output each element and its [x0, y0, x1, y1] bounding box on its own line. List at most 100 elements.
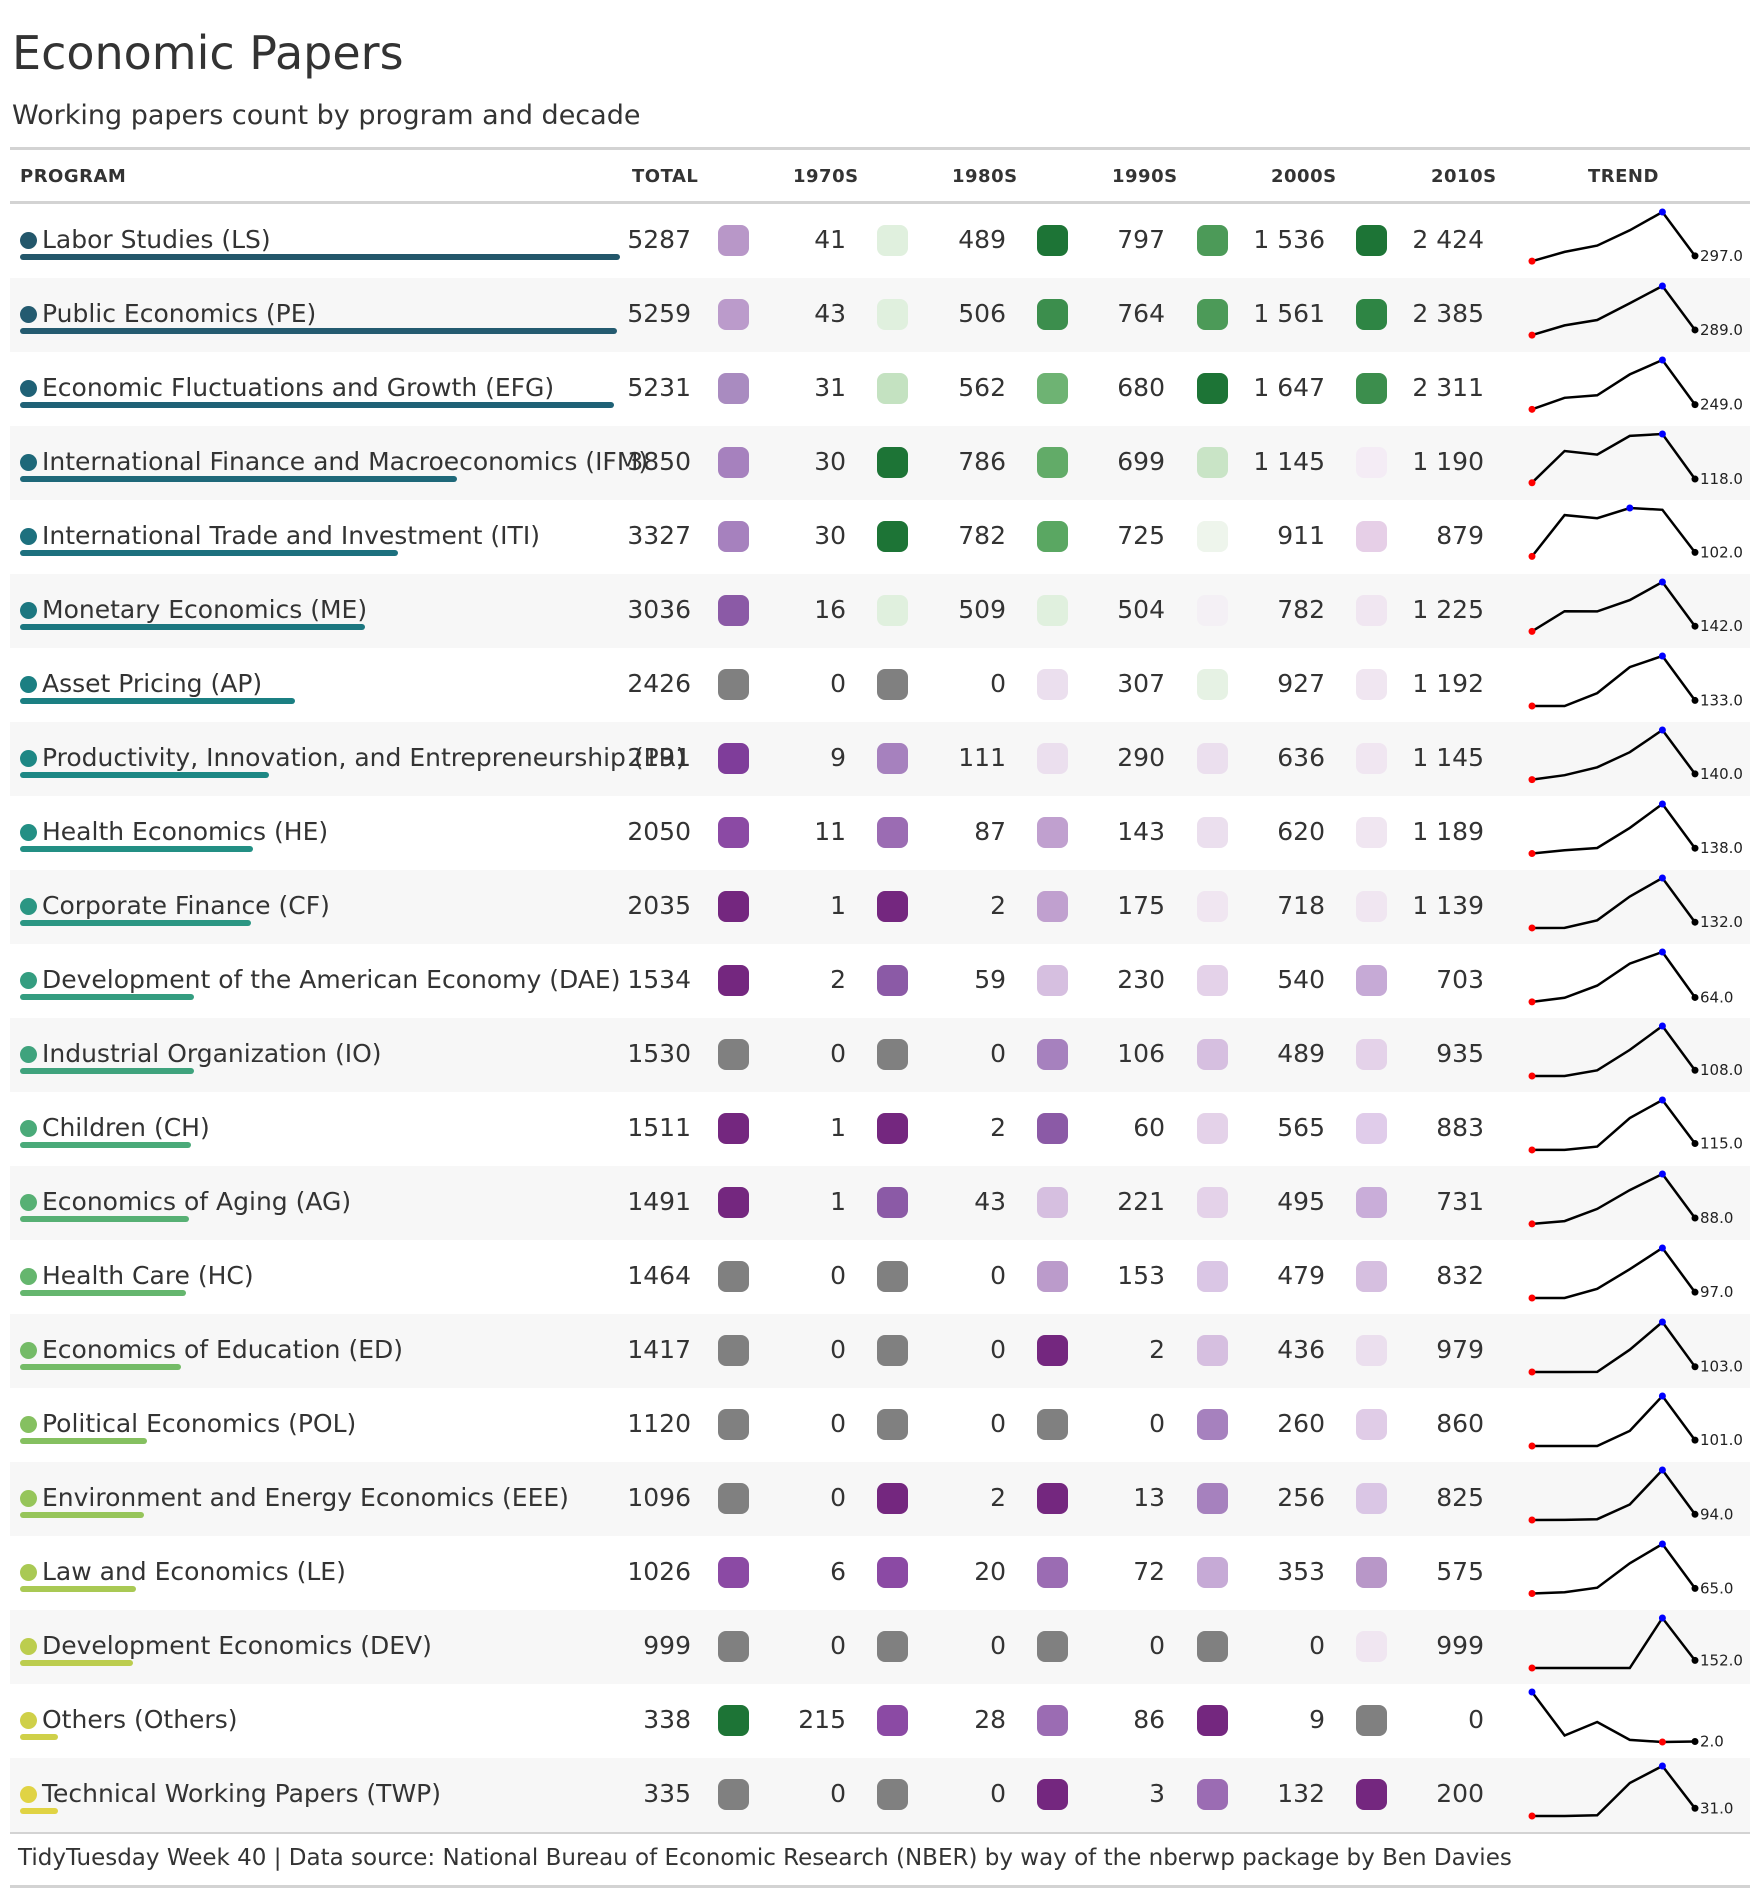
trend-last-point: [1691, 1066, 1699, 1074]
header-trend: TREND: [1588, 166, 1659, 187]
trend-max-point: [1658, 430, 1666, 438]
change-swatch: [877, 1335, 908, 1366]
cell-d2010: 731: [1436, 1187, 1484, 1216]
total-bar: [20, 846, 253, 852]
header-1980s[interactable]: 1980S: [952, 166, 1018, 187]
cell-d2010: 1 192: [1412, 669, 1484, 698]
trend-last-label: 152.0: [1700, 1651, 1743, 1669]
change-swatch: [1356, 1705, 1387, 1736]
change-swatch: [877, 521, 908, 552]
cell-d1990: 307: [1117, 669, 1165, 698]
cell-d1980: 28: [974, 1705, 1006, 1734]
total-bar: [20, 920, 251, 926]
total-bar: [20, 1068, 194, 1074]
trend-last-point: [1691, 1363, 1699, 1371]
trend-sparkline: 132.0: [1528, 874, 1743, 932]
trend-last-point: [1691, 475, 1699, 483]
trend-min-point: [1528, 924, 1536, 932]
change-swatch: [1197, 1557, 1228, 1588]
trend-sparkline: 140.0: [1528, 726, 1743, 784]
change-swatch: [1037, 1113, 1068, 1144]
cell-d2000: 479: [1277, 1261, 1325, 1290]
header-program[interactable]: PROGRAM: [20, 166, 127, 187]
trend-max-point: [1658, 652, 1666, 660]
program-dot: [20, 454, 37, 471]
trend-last-label: 97.0: [1700, 1283, 1733, 1301]
change-swatch: [718, 1409, 749, 1440]
change-swatch: [1197, 447, 1228, 478]
trend-max-point: [1658, 1318, 1666, 1326]
change-swatch: [1037, 743, 1068, 774]
cell-d2000: 620: [1277, 817, 1325, 846]
cell-d2010: 832: [1436, 1261, 1484, 1290]
change-swatch: [1197, 595, 1228, 626]
trend-max-point: [1658, 1614, 1666, 1622]
trend-sparkline: 88.0: [1528, 1170, 1733, 1228]
change-swatch: [1037, 891, 1068, 922]
header-2010s[interactable]: 2010S: [1431, 166, 1497, 187]
cell-total: 1464: [627, 1261, 691, 1290]
change-swatch: [1037, 1631, 1068, 1662]
table-row: Labor Studies (LS) 5287 41 489 797 1 536 2 424…: [10, 204, 1750, 278]
cell-total: 3036: [627, 595, 691, 624]
header-1970s[interactable]: 1970S: [793, 166, 859, 187]
cell-total: 1120: [627, 1409, 691, 1438]
total-bar: [20, 254, 620, 260]
trend-min-point: [1528, 702, 1536, 710]
trend-last-label: 101.0: [1700, 1431, 1743, 1449]
cell-d2010: 860: [1436, 1409, 1484, 1438]
cell-total: 2035: [627, 891, 691, 920]
change-swatch: [877, 1261, 908, 1292]
change-swatch: [718, 891, 749, 922]
cell-d1970: 6: [830, 1557, 846, 1586]
change-swatch: [877, 965, 908, 996]
change-swatch: [1197, 299, 1228, 330]
cell-d2010: 575: [1436, 1557, 1484, 1586]
trend-last-label: 108.0: [1700, 1061, 1743, 1079]
header-total[interactable]: TOTAL: [632, 166, 699, 187]
table-row: Political Economics (POL) 1120 0 0 0 260 860 10…: [10, 1388, 1750, 1462]
cell-d1990: 680: [1117, 373, 1165, 402]
trend-sparkline: 297.0: [1528, 208, 1743, 265]
cell-d2010: 879: [1436, 521, 1484, 550]
change-swatch: [877, 1113, 908, 1144]
change-swatch: [718, 373, 749, 404]
cell-d1980: 0: [990, 669, 1006, 698]
table-header: PROGRAM TOTAL 1970S 1980S 1990S 2000S 20…: [10, 150, 1750, 204]
program-name: Others (Others): [42, 1705, 238, 1734]
trend-last-point: [1691, 252, 1699, 260]
cell-d2000: 495: [1277, 1187, 1325, 1216]
cell-d1990: 143: [1117, 817, 1165, 846]
change-swatch: [718, 299, 749, 330]
trend-min-point: [1528, 1294, 1536, 1302]
header-2000s[interactable]: 2000S: [1271, 166, 1337, 187]
trend-line: [1531, 432, 1697, 484]
cell-d1980: 0: [990, 1335, 1006, 1364]
change-swatch: [877, 1557, 908, 1588]
trend-min-point: [1528, 1146, 1536, 1154]
trend-line: [1532, 1024, 1697, 1078]
cell-d1970: 0: [830, 1483, 846, 1512]
program-name: Economics of Aging (AG): [42, 1187, 352, 1216]
trend-last-point: [1691, 993, 1699, 1001]
program-name: Health Care (HC): [42, 1261, 254, 1290]
cell-d1980: 562: [958, 373, 1006, 402]
change-swatch: [1037, 1705, 1068, 1736]
change-swatch: [718, 225, 749, 256]
change-swatch: [1037, 595, 1068, 626]
change-swatch: [718, 1261, 749, 1292]
trend-line: [1532, 1394, 1697, 1448]
trend-max-point: [1658, 356, 1666, 364]
cell-d2010: 2 424: [1412, 225, 1484, 254]
trend-last-point: [1691, 1510, 1699, 1518]
total-bar: [20, 1512, 145, 1518]
trend-last-point: [1691, 1288, 1699, 1296]
trend-last-point: [1691, 1139, 1699, 1147]
cell-total: 1417: [627, 1335, 691, 1364]
table-row: Productivity, Innovation, and Entreprene…: [10, 722, 1750, 796]
change-swatch: [1197, 225, 1228, 256]
header-1990s[interactable]: 1990S: [1112, 166, 1178, 187]
trend-line: [1532, 1246, 1697, 1300]
trend-min-point: [1528, 1812, 1536, 1820]
cell-d2010: 2 385: [1412, 299, 1484, 328]
